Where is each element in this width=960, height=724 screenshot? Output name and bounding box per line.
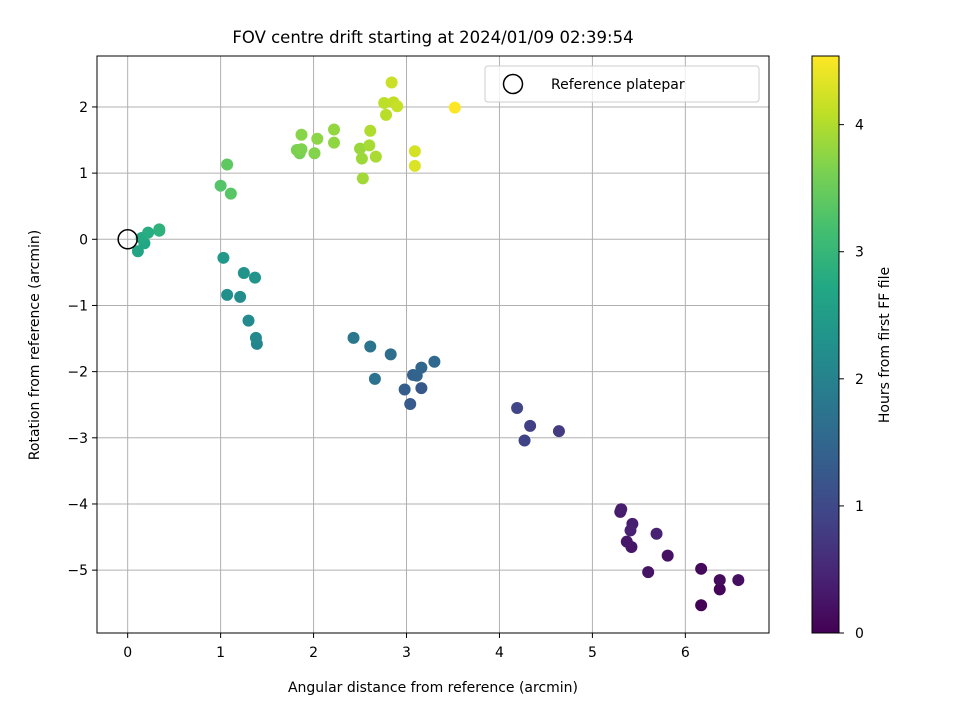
reference-platepar-marker	[117, 229, 138, 250]
colorbar-gradient	[812, 56, 839, 633]
data-point	[308, 147, 321, 160]
y-tick-label: −4	[67, 497, 88, 513]
data-point	[384, 348, 397, 361]
data-point	[380, 108, 393, 121]
x-tick-label: 0	[123, 645, 132, 661]
data-point	[408, 159, 421, 172]
data-point	[234, 290, 247, 303]
data-point	[311, 132, 324, 145]
data-point	[713, 583, 726, 596]
data-point	[391, 100, 404, 113]
data-point	[404, 398, 417, 411]
x-tick-label: 6	[681, 645, 690, 661]
data-point	[624, 524, 637, 537]
legend-box	[484, 65, 760, 103]
data-point	[355, 152, 368, 165]
data-point	[369, 150, 382, 163]
data-point	[328, 136, 341, 149]
data-point	[713, 574, 726, 587]
data-point	[221, 158, 234, 171]
data-point	[695, 562, 708, 575]
data-point	[224, 187, 237, 200]
data-point	[214, 179, 227, 192]
data-point	[620, 535, 633, 548]
data-point	[217, 251, 230, 264]
x-tick-label: 3	[402, 645, 411, 661]
data-point	[524, 419, 537, 432]
data-point	[552, 425, 565, 438]
y-tick-label: 0	[79, 232, 88, 248]
data-point	[347, 331, 360, 344]
data-point	[415, 382, 428, 395]
data-point	[354, 142, 367, 155]
data-point	[221, 288, 234, 301]
x-tick-label: 2	[309, 645, 318, 661]
data-point	[650, 527, 663, 540]
data-point	[511, 402, 524, 415]
data-point	[242, 314, 255, 327]
data-point	[415, 361, 428, 374]
colorbar-tick-label: 3	[855, 245, 864, 261]
colorbar-label: Hours from first FF file	[877, 267, 893, 423]
legend: Reference platepar	[484, 65, 760, 103]
y-axis-label: Rotation from reference (arcmin)	[27, 230, 43, 460]
x-tick-label: 4	[495, 645, 504, 661]
data-point	[732, 574, 745, 587]
colorbar-tick-label: 4	[855, 118, 864, 134]
x-tick-label: 5	[588, 645, 597, 661]
x-axis-label: Angular distance from reference (arcmin)	[288, 680, 578, 696]
chart-title: FOV centre drift starting at 2024/01/09 …	[232, 28, 633, 47]
data-point	[142, 226, 155, 239]
data-point	[356, 172, 369, 185]
data-point	[385, 76, 398, 89]
data-point	[364, 340, 377, 353]
data-point	[615, 503, 628, 516]
y-axis-ticks: 2 1 0 −1 −2 −3 −4 −5	[67, 100, 97, 579]
data-point	[642, 566, 655, 579]
y-tick-label: 1	[79, 166, 88, 182]
data-point	[237, 267, 250, 280]
legend-marker-open-circle-icon	[502, 73, 524, 95]
y-tick-label: −1	[67, 298, 88, 314]
data-point	[378, 96, 391, 109]
data-point	[249, 271, 262, 284]
data-point	[131, 245, 144, 258]
data-point	[695, 599, 708, 612]
data-point	[249, 331, 262, 344]
legend-entry-label: Reference platepar	[551, 77, 685, 93]
data-point	[408, 145, 421, 158]
reference-marker-group	[117, 229, 138, 250]
data-point	[428, 355, 441, 368]
scatter-points	[131, 76, 745, 612]
data-point	[153, 223, 166, 236]
data-point	[364, 124, 377, 137]
y-tick-label: −5	[67, 563, 88, 579]
colorbar: 0 1 2 3 4 Hours from first FF file	[811, 55, 893, 642]
colorbar-ticks: 0 1 2 3 4	[839, 118, 864, 642]
plot-frame	[96, 55, 770, 634]
data-point	[661, 549, 674, 562]
data-point	[518, 434, 531, 447]
data-point	[295, 128, 308, 141]
x-tick-label: 1	[216, 645, 225, 661]
colorbar-frame	[811, 55, 840, 634]
data-point	[368, 372, 381, 385]
y-tick-label: 2	[79, 100, 88, 116]
colorbar-tick-label: 0	[855, 626, 864, 642]
data-point	[328, 123, 341, 136]
colorbar-tick-label: 2	[855, 372, 864, 388]
data-point	[398, 383, 411, 396]
colorbar-tick-label: 1	[855, 499, 864, 515]
data-point	[295, 143, 308, 156]
data-point	[448, 101, 461, 114]
x-axis-ticks: 0 1 2 3 4 5 6	[123, 633, 690, 661]
y-tick-label: −2	[67, 365, 88, 381]
y-tick-label: −3	[67, 431, 88, 447]
data-point	[363, 139, 376, 152]
